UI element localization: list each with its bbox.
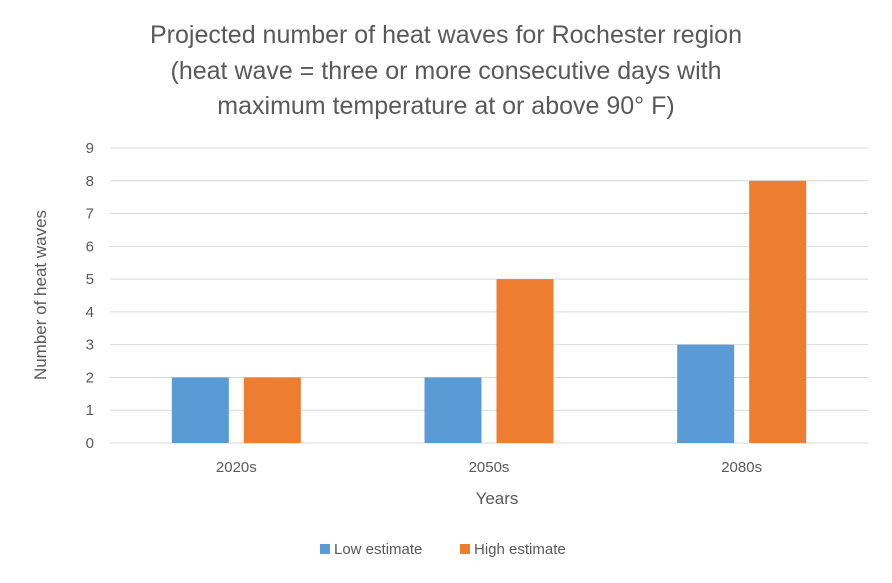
y-tick-label: 6 — [86, 238, 94, 255]
y-tick-label: 5 — [86, 271, 94, 288]
bar-high-estimate-2050s — [496, 279, 554, 443]
bar-high-estimate-2020s — [243, 377, 301, 443]
bar-low-estimate-2050s — [424, 377, 482, 443]
y-tick-label: 4 — [86, 304, 94, 321]
x-axis-title: Years — [476, 489, 519, 508]
legend: Low estimate High estimate — [320, 541, 566, 558]
legend-label: Low estimate — [334, 541, 422, 558]
bar-high-estimate-2080s — [749, 180, 807, 443]
y-tick-label: 2 — [86, 369, 94, 386]
y-tick-label: 1 — [86, 402, 94, 419]
x-tick-label: 2080s — [721, 459, 762, 476]
gridlines — [110, 147, 868, 444]
y-axis-title: Number of heat waves — [31, 210, 50, 380]
chart-title-line-2: (heat wave = three or more consecutive d… — [171, 57, 722, 85]
legend-label: High estimate — [474, 541, 566, 558]
y-tick-label: 7 — [86, 206, 94, 223]
chart-title: Projected number of heat waves for Roche… — [150, 21, 742, 120]
bar-low-estimate-2080s — [677, 344, 735, 443]
legend-swatch — [320, 544, 330, 554]
legend-swatch — [460, 544, 470, 554]
y-tick-label: 0 — [86, 435, 94, 452]
y-tick-label: 3 — [86, 337, 94, 354]
chart-title-line-3: maximum temperature at or above 90° F) — [217, 92, 674, 120]
x-axis-tick-labels: 2020s 2050s 2080s — [216, 459, 762, 476]
y-tick-label: 8 — [86, 173, 94, 190]
x-tick-label: 2020s — [216, 459, 257, 476]
chart-title-line-1: Projected number of heat waves for Roche… — [150, 21, 742, 49]
y-axis-tick-labels: 0 1 2 3 4 5 6 7 8 9 — [86, 140, 94, 452]
y-tick-label: 9 — [86, 140, 94, 157]
x-tick-label: 2050s — [469, 459, 510, 476]
bars — [171, 180, 807, 443]
bar-low-estimate-2020s — [171, 377, 229, 443]
